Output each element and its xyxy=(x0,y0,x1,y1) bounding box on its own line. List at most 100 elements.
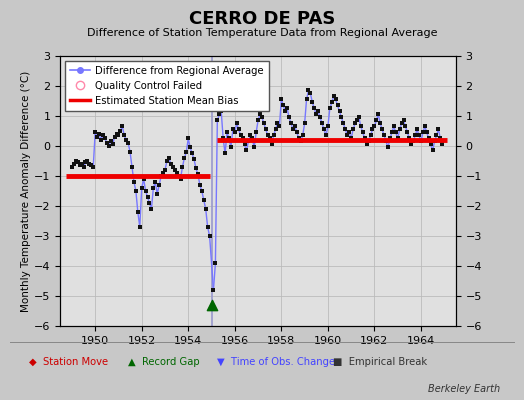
Point xyxy=(271,126,280,133)
Point xyxy=(291,123,299,130)
Point xyxy=(349,126,357,133)
Point xyxy=(118,123,126,130)
Point xyxy=(405,135,413,142)
Point xyxy=(391,129,400,136)
Point xyxy=(388,129,396,136)
Point xyxy=(81,159,90,166)
Point xyxy=(380,132,388,139)
Point xyxy=(314,108,322,115)
Point xyxy=(277,96,286,103)
Point xyxy=(370,123,379,130)
Point xyxy=(170,167,179,173)
Point xyxy=(194,171,202,178)
Point xyxy=(264,132,272,139)
Point xyxy=(169,164,177,170)
Point xyxy=(122,137,130,143)
Point xyxy=(409,138,418,145)
Point xyxy=(358,129,367,136)
Point xyxy=(198,188,206,194)
Point xyxy=(141,188,150,194)
Point xyxy=(432,132,441,139)
Point xyxy=(202,206,210,212)
Point xyxy=(79,164,88,170)
Point xyxy=(192,165,200,172)
Point xyxy=(429,147,437,154)
Point xyxy=(355,114,363,121)
Point xyxy=(287,120,295,127)
Point xyxy=(188,150,196,157)
Point xyxy=(427,141,435,148)
Point xyxy=(227,144,235,151)
Point xyxy=(421,123,429,130)
Point xyxy=(155,182,163,188)
Point xyxy=(99,132,107,139)
Point xyxy=(105,143,113,149)
Point xyxy=(120,132,128,139)
Point xyxy=(126,149,134,155)
Point xyxy=(273,120,281,127)
Point xyxy=(368,126,377,133)
Text: CERRO DE PAS: CERRO DE PAS xyxy=(189,10,335,28)
Point xyxy=(351,120,359,127)
Point xyxy=(242,147,250,154)
Point xyxy=(330,93,338,100)
Text: ▼  Time of Obs. Change: ▼ Time of Obs. Change xyxy=(217,357,335,367)
Point xyxy=(68,164,76,170)
Point xyxy=(73,159,82,166)
Point xyxy=(136,224,144,230)
Point xyxy=(225,135,233,142)
Point xyxy=(328,99,336,106)
Point xyxy=(106,138,115,145)
Point xyxy=(396,126,404,133)
Point xyxy=(411,132,419,139)
Point xyxy=(151,179,159,185)
Point xyxy=(128,164,136,170)
Point xyxy=(223,129,231,136)
Point xyxy=(353,117,361,124)
Point xyxy=(266,135,274,142)
Point xyxy=(182,149,191,155)
Point xyxy=(293,129,301,136)
Point xyxy=(213,117,222,124)
Point xyxy=(228,126,237,133)
Point xyxy=(200,197,208,203)
Point xyxy=(407,141,416,148)
Point xyxy=(261,126,270,133)
Point xyxy=(108,141,117,148)
Point xyxy=(422,129,431,136)
Point xyxy=(372,117,380,124)
Point xyxy=(87,162,95,169)
Point xyxy=(347,135,355,142)
Point xyxy=(241,141,249,148)
Point xyxy=(217,108,225,115)
Point xyxy=(316,114,324,121)
Point xyxy=(72,158,80,164)
Text: Berkeley Earth: Berkeley Earth xyxy=(428,384,500,394)
Point xyxy=(149,185,158,191)
Point xyxy=(299,132,307,139)
Point xyxy=(417,138,425,145)
Point xyxy=(174,173,183,179)
Point xyxy=(236,132,245,139)
Point xyxy=(324,123,332,130)
Point xyxy=(413,126,421,133)
Point xyxy=(178,164,187,170)
Point xyxy=(386,135,394,142)
Point xyxy=(70,161,78,167)
Point xyxy=(209,287,217,293)
Point xyxy=(430,138,439,145)
Point xyxy=(83,158,92,164)
Point xyxy=(397,120,406,127)
Point xyxy=(91,129,100,136)
Point xyxy=(394,135,402,142)
Point xyxy=(250,144,258,151)
Point xyxy=(147,206,156,212)
Point xyxy=(159,170,167,176)
Point xyxy=(258,114,266,121)
Point xyxy=(341,126,350,133)
Point xyxy=(153,191,161,197)
Point xyxy=(312,111,321,118)
Point xyxy=(139,176,148,182)
Point xyxy=(384,144,392,151)
Point xyxy=(438,141,446,148)
